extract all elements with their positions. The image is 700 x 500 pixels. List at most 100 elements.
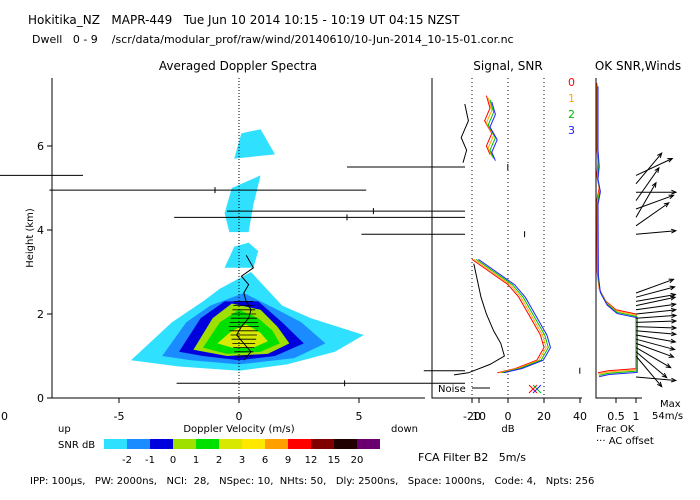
snr-legend-title: SNR dB	[58, 440, 95, 451]
ok-snr-title: OK SNR,Winds	[595, 59, 681, 73]
snr-contour-6	[224, 242, 259, 268]
wind-vector-24	[635, 376, 676, 381]
wind-arrowhead-16	[671, 325, 678, 331]
wind-arrowhead-0	[667, 157, 674, 163]
frac-ok-lines	[596, 83, 638, 378]
wind-vector-15	[635, 320, 676, 323]
height-tick-label-3: 6	[37, 140, 44, 153]
wind-arrowhead-22	[661, 372, 668, 379]
wind-arrowhead-3	[654, 166, 660, 173]
wind-arrowhead-4	[668, 194, 675, 200]
wind-vector-12	[635, 303, 676, 311]
wind-arrowhead-12	[670, 302, 677, 308]
signal-upper-line	[460, 103, 469, 163]
wind-vector-10	[635, 293, 676, 302]
snr-legend-swatch-8	[288, 439, 311, 449]
snr-color-legend: -2 -1 0 1 2 3 6 9 12 15 20	[104, 439, 380, 466]
snr-legend-label-10: 20	[351, 455, 364, 466]
wind-vector-0	[635, 158, 673, 176]
snr-upper-line-3	[489, 101, 498, 161]
signal-lower-line	[453, 263, 505, 376]
snr-legend-swatch-10	[334, 439, 357, 449]
snr-legend-swatch-0	[104, 439, 127, 449]
ac-offset-label: ··· AC offset	[596, 436, 654, 447]
station-title: Hokitika_NZ MAPR-449 Tue Jun 10 2014 10:…	[28, 13, 460, 27]
noise-cross-marks	[528, 384, 542, 394]
wind-arrowhead-6	[663, 202, 670, 208]
wind-arrowhead-7	[670, 228, 678, 234]
fca-filter-text: FCA Filter B2 5m/s	[418, 451, 526, 464]
wind-arrowhead-20	[668, 353, 675, 358]
snr-legend-label-2: 0	[170, 455, 176, 466]
frac-ok-line-1	[596, 84, 637, 375]
mode-legend-1: 1	[568, 92, 575, 105]
signal-snr-panel: Signal, SNR -20 0 20 40 dB Noise	[431, 59, 587, 435]
snr-legend-label-4: 2	[216, 455, 222, 466]
wind-arrowhead-24	[670, 377, 678, 383]
wind-arrowhead-21	[665, 363, 672, 369]
snr-legend-swatch-1	[127, 439, 150, 449]
height-tick-label-0: 0	[37, 392, 44, 405]
snr-upper-line-2	[487, 99, 496, 159]
snr-line-2	[476, 258, 549, 374]
wind-vector-14	[635, 314, 676, 319]
noise-mark-3	[532, 384, 542, 394]
velocity-tick-label-1: -5	[114, 410, 125, 423]
frac-ok-line-2	[597, 85, 638, 376]
wind-arrowhead-9	[669, 285, 676, 291]
snr-legend-swatch-3	[173, 439, 196, 449]
wind-vector-23	[635, 355, 663, 387]
snr-legend-label-0: -2	[122, 455, 132, 466]
spectral-width-bars	[0, 164, 581, 387]
wind-arrowhead-19	[669, 346, 676, 351]
velocity-tick-label-3: 5	[356, 410, 363, 423]
snr-line-1	[473, 258, 547, 374]
spectra-x-ticks: -10 -5 0 5 10	[0, 398, 486, 423]
frac-tick-label-1: 1	[633, 410, 640, 423]
noise-mark-1	[528, 384, 538, 394]
frac-x-ticks: 0.5 1	[607, 398, 640, 423]
wind-vector-21	[635, 347, 671, 369]
mode-legend-2: 2	[568, 108, 575, 121]
wind-vector-16	[635, 326, 676, 329]
wind-arrowhead-1	[657, 152, 663, 159]
snr-legend-label-6: 6	[262, 455, 268, 466]
wind-vectors	[635, 152, 678, 388]
wind-arrowhead-13	[670, 307, 678, 313]
wind-arrowhead-2	[671, 189, 678, 195]
wind-vector-9	[635, 286, 675, 298]
wind-vector-3	[635, 167, 660, 201]
snr-legend-swatch-4	[196, 439, 219, 449]
db-axis-label: dB	[501, 424, 514, 435]
snr-legend-swatch-11	[357, 439, 380, 449]
mode-legend-3: 3	[568, 124, 575, 137]
wind-vector-11	[635, 296, 676, 307]
snr-legend-swatch-6	[242, 439, 265, 449]
frac-ok-label: Frac OK	[596, 424, 635, 435]
snr-legend-label-7: 9	[285, 455, 291, 466]
snr-legend-swatch-7	[265, 439, 288, 449]
frac-ok-line-3	[597, 86, 638, 378]
wind-vector-17	[635, 330, 676, 335]
frac-ok-line-0	[596, 83, 637, 374]
wind-arrowhead-10	[670, 292, 677, 298]
snr-legend-swatch-2	[150, 439, 173, 449]
wind-vector-13	[635, 309, 676, 315]
wind-arrowhead-15	[671, 318, 678, 324]
spectra-y-ticks: 0 2 4 6	[37, 140, 52, 405]
wind-vector-19	[635, 338, 675, 351]
snr-legend-label-8: 12	[305, 455, 318, 466]
frac-axes	[595, 78, 642, 399]
signal-snr-lines	[453, 95, 552, 376]
wind-vector-7	[635, 230, 676, 235]
wind-arrowhead-11	[670, 295, 677, 301]
snr-upper-line-1	[485, 97, 495, 157]
signal-x-ticks: -20 0 20 40	[463, 398, 587, 423]
down-label: down	[391, 424, 418, 435]
snr-legend-label-3: 1	[193, 455, 199, 466]
snr-line-3	[478, 258, 552, 374]
signal-snr-title: Signal, SNR	[473, 59, 542, 73]
spectra-title: Averaged Doppler Spectra	[159, 59, 317, 73]
velocity-tick-label-2: 0	[236, 410, 243, 423]
